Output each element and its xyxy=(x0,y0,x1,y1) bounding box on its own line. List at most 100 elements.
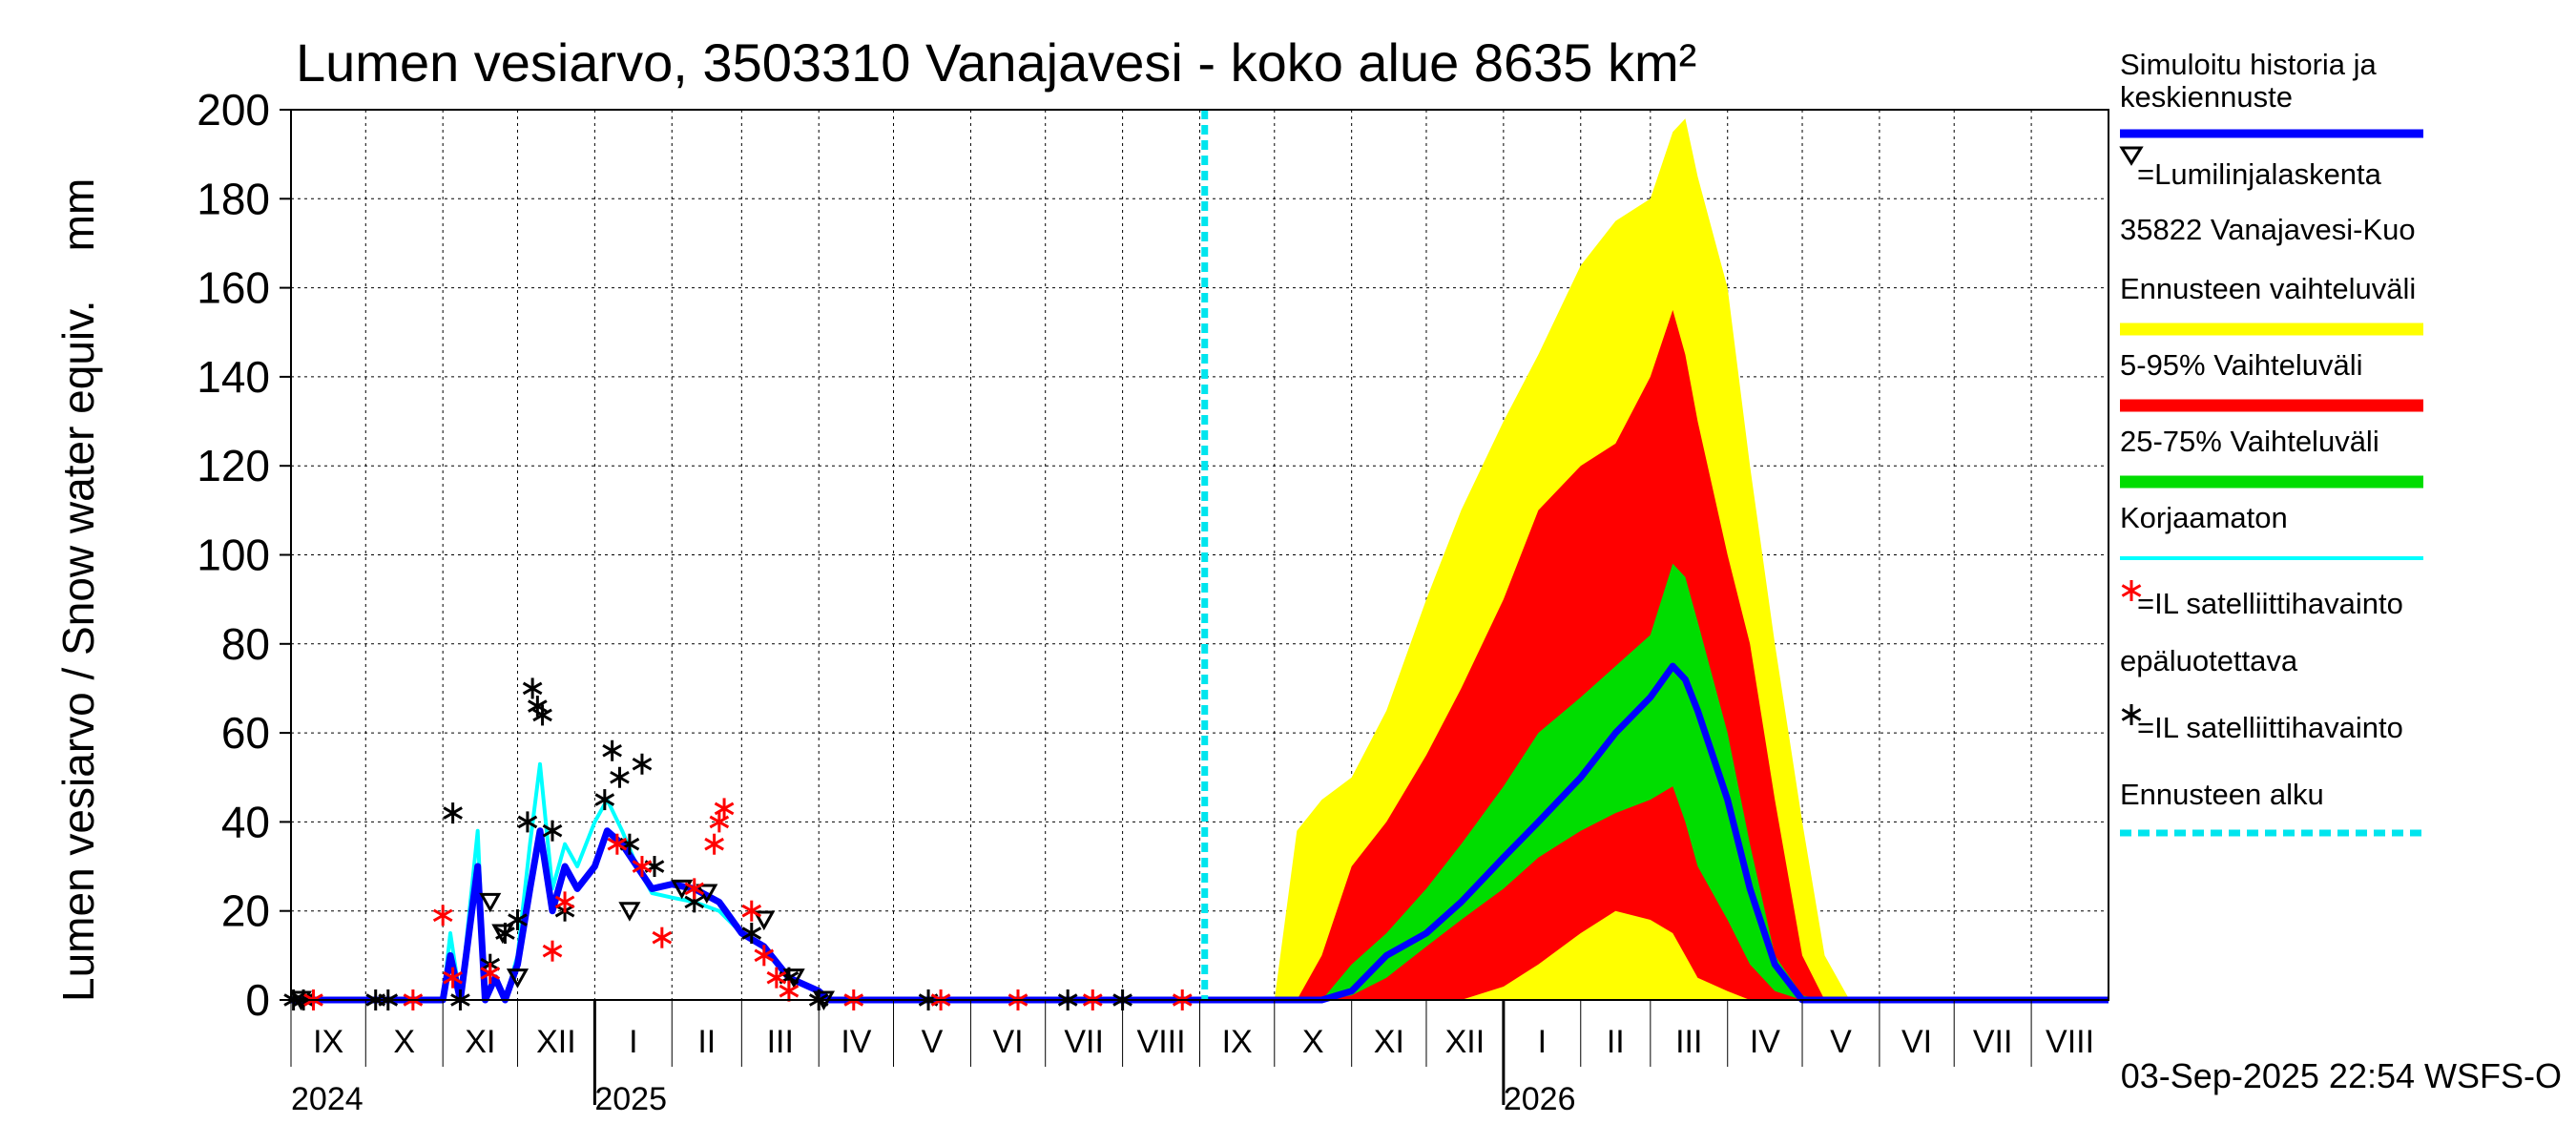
month-label: XII xyxy=(536,1024,576,1060)
year-label: 2025 xyxy=(594,1081,667,1117)
satellite-marker xyxy=(644,856,665,878)
month-label: I xyxy=(629,1024,637,1060)
legend-label: =IL satelliittihavainto xyxy=(2137,587,2403,620)
month-label: VI xyxy=(1901,1024,1932,1060)
month-label: III xyxy=(1675,1024,1702,1060)
legend-item: Ennusteen alku xyxy=(2120,778,2423,837)
year-label: 2024 xyxy=(291,1081,364,1117)
satellite-marker xyxy=(610,766,630,788)
legend-label: =Lumilinjalaskenta xyxy=(2137,157,2382,191)
unreliable-satellite-marker xyxy=(754,945,775,967)
forecast-bands xyxy=(1199,118,1880,1001)
legend-label: =IL satelliittihavainto xyxy=(2137,711,2403,744)
satellite-marker xyxy=(594,789,615,811)
legend-label: keskiennuste xyxy=(2120,80,2293,114)
unreliable-satellite-marker xyxy=(607,833,628,855)
triangle-marker xyxy=(753,910,776,931)
satellite-marker xyxy=(602,739,622,761)
legend: Simuloitu historia jakeskiennuste=Lumili… xyxy=(2119,48,2423,837)
month-label: III xyxy=(767,1024,794,1060)
month-label: I xyxy=(1538,1024,1547,1060)
triangle-marker xyxy=(506,968,530,989)
month-label: VIII xyxy=(1137,1024,1186,1060)
y-tick-label: 120 xyxy=(197,441,270,490)
y-tick-label: 80 xyxy=(221,619,270,669)
legend-asterisk-icon xyxy=(2121,580,2142,601)
unreliable-satellite-marker xyxy=(480,963,501,985)
y-tick-label: 200 xyxy=(197,85,270,135)
satellite-marker xyxy=(632,753,653,775)
y-tick-label: 100 xyxy=(197,531,270,580)
month-label: VIII xyxy=(2046,1024,2094,1060)
legend-item: Ennusteen vaihteluväli xyxy=(2120,272,2423,336)
satellite-marker xyxy=(517,811,538,833)
unreliable-satellite-marker xyxy=(714,798,735,820)
month-label: X xyxy=(393,1024,415,1060)
y-tick-label: 40 xyxy=(221,797,270,846)
legend-triangle-icon xyxy=(2119,146,2144,166)
month-label: II xyxy=(1607,1024,1625,1060)
satellite-marker xyxy=(741,923,762,945)
satellite-marker xyxy=(522,677,543,699)
month-label: VI xyxy=(992,1024,1023,1060)
grid xyxy=(291,109,2109,1001)
unreliable-satellite-marker xyxy=(443,967,463,989)
legend-item: 25-75% Vaihteluväli xyxy=(2120,425,2423,489)
month-label: XI xyxy=(1374,1024,1404,1060)
legend-label: Korjaamaton xyxy=(2120,501,2288,534)
band-00dd00 xyxy=(1199,563,1880,1000)
legend-label: Ennusteen vaihteluväli xyxy=(2120,272,2416,305)
triangle-marker xyxy=(618,902,641,922)
legend-sublabel: epäluotettava xyxy=(2120,644,2298,677)
unreliable-satellite-marker xyxy=(632,856,653,878)
x-axis: IX X XI XII I II III IV V VI VII VIII IX X XI XII I II III… xyxy=(290,1000,2094,1117)
legend-label: 5-95% Vaihteluväli xyxy=(2120,348,2362,382)
month-label: IV xyxy=(1750,1024,1780,1060)
footer-timestamp: 03-Sep-2025 22:54 WSFS-O xyxy=(2121,1056,2562,1095)
year-label: 2026 xyxy=(1504,1081,1576,1117)
unreliable-satellite-marker xyxy=(554,891,575,913)
legend-item: =Lumilinjalaskenta 35822 Vanajavesi-Kuo xyxy=(2119,146,2416,246)
month-label: V xyxy=(922,1024,944,1060)
y-tick-labels: 0 20 40 60 80 100 120 140 160 180 200 xyxy=(197,85,270,1025)
y-tick-label: 140 xyxy=(197,352,270,402)
unreliable-satellite-marker xyxy=(652,926,673,948)
unreliable-satellite-marker xyxy=(779,980,800,1002)
unreliable-satellite-marker xyxy=(542,940,563,962)
satellite-marker xyxy=(508,909,528,931)
month-label: VII xyxy=(1973,1024,2013,1060)
unreliable-satellite-marker xyxy=(704,833,724,855)
legend-item: 5-95% Vaihteluväli xyxy=(2120,348,2423,412)
unreliable-satellite-marker xyxy=(432,905,453,926)
satellite-marker xyxy=(443,802,463,824)
month-label: II xyxy=(697,1024,716,1060)
observation-markers xyxy=(283,677,1193,1011)
legend-item: =IL satelliittihavainto xyxy=(2121,704,2403,744)
month-label: IX xyxy=(1222,1024,1253,1060)
chart-title: Lumen vesiarvo, 3503310 Vanajavesi - kok… xyxy=(296,32,1696,93)
month-label: X xyxy=(1302,1024,1324,1060)
satellite-marker xyxy=(495,923,515,945)
month-label: VII xyxy=(1064,1024,1104,1060)
y-tick-label: 180 xyxy=(197,174,270,223)
legend-label: 25-75% Vaihteluväli xyxy=(2120,425,2379,458)
y-axis-label: Lumen vesiarvo / Snow water equiv. mm xyxy=(53,178,103,1002)
legend-item: Korjaamaton xyxy=(2120,501,2423,560)
triangle-marker xyxy=(671,879,694,900)
unreliable-satellite-marker xyxy=(684,878,705,900)
y-tick-label: 20 xyxy=(221,886,270,936)
month-label: XI xyxy=(465,1024,495,1060)
month-label: IX xyxy=(313,1024,343,1060)
legend-asterisk-icon xyxy=(2121,704,2142,725)
y-tick-label: 0 xyxy=(245,975,270,1025)
legend-sublabel: 35822 Vanajavesi-Kuo xyxy=(2120,213,2416,246)
month-label: IV xyxy=(841,1024,871,1060)
satellite-marker xyxy=(532,704,552,726)
legend-label: Ennusteen alku xyxy=(2120,778,2324,811)
y-tick-label: 60 xyxy=(221,708,270,758)
y-tick-label: 160 xyxy=(197,263,270,313)
legend-label: Simuloitu historia ja xyxy=(2120,48,2378,81)
month-label: XII xyxy=(1445,1024,1485,1060)
